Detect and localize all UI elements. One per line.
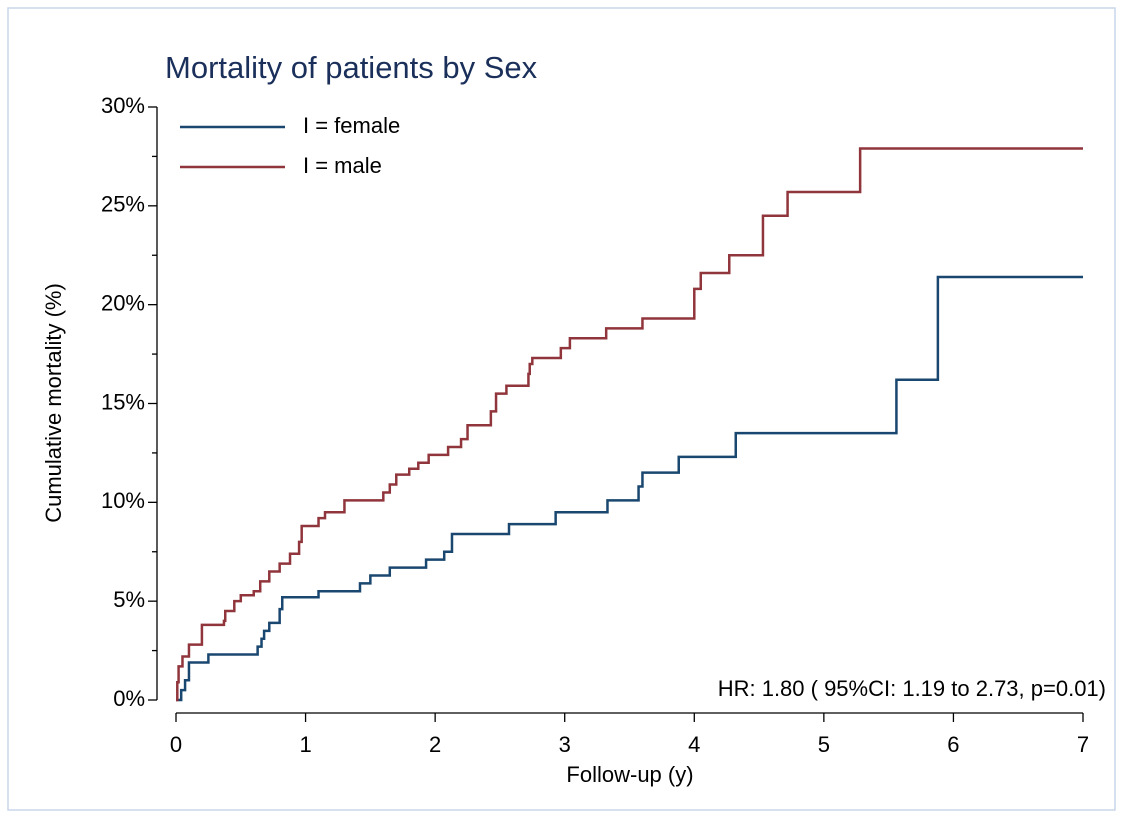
legend-label: I = female	[303, 113, 400, 138]
x-tick-label: 5	[818, 732, 830, 757]
line-series	[176, 275, 1083, 702]
line-series	[176, 147, 1083, 702]
x-axis-label: Follow-up (y)	[566, 762, 693, 787]
y-tick-label: 20%	[101, 290, 145, 315]
y-tick-label: 0%	[113, 686, 145, 711]
x-tick-label: 7	[1077, 732, 1089, 757]
x-tick-label: 4	[688, 732, 700, 757]
x-tick-label: 3	[559, 732, 571, 757]
x-tick-label: 2	[429, 732, 441, 757]
y-axis-label: Cumulative mortality (%)	[41, 283, 66, 523]
legend-label: I = male	[303, 153, 382, 178]
x-tick-label: 0	[170, 732, 182, 757]
y-tick-label: 5%	[113, 587, 145, 612]
y-tick-label: 25%	[101, 192, 145, 217]
chart-title: Mortality of patients by Sex	[165, 50, 538, 85]
annotation: HR: 1.80 ( 95%CI: 1.19 to 2.73, p=0.01)	[718, 676, 1106, 701]
x-tick-label: 1	[299, 732, 311, 757]
y-tick-label: 10%	[101, 488, 145, 513]
frame	[7, 7, 1116, 811]
y-tick-label: 15%	[101, 389, 145, 414]
y-tick-label: 30%	[101, 93, 145, 118]
x-tick-label: 6	[947, 732, 959, 757]
